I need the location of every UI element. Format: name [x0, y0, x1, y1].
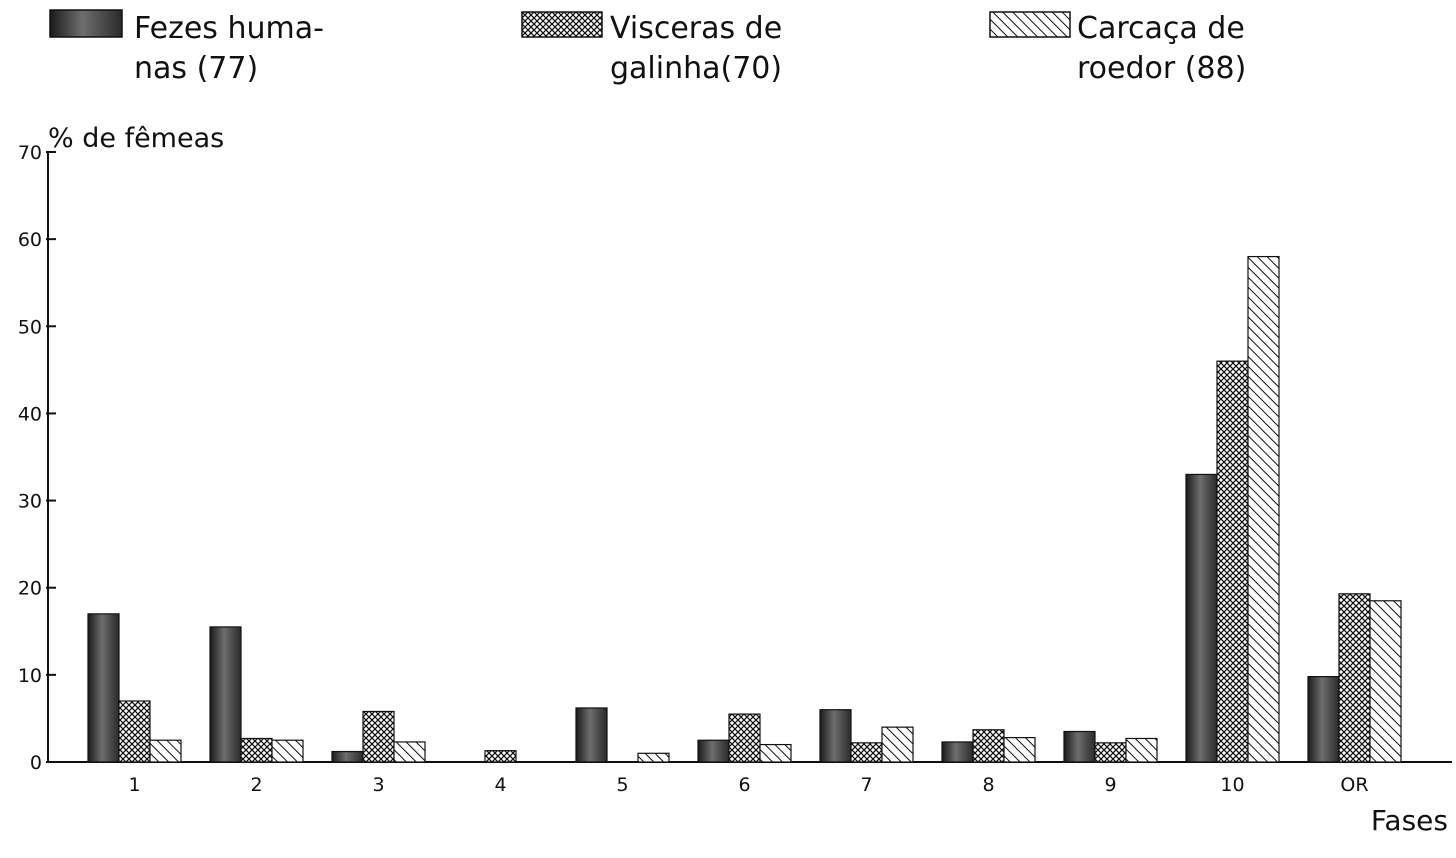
- bar-3-series-1: [362, 710, 395, 763]
- x-tick-label: 1: [128, 774, 140, 796]
- y-tick-label: 40: [18, 403, 42, 425]
- y-tick-label: 30: [18, 491, 42, 513]
- x-tick-label: 3: [372, 774, 384, 796]
- legend-swatch-series-2: [989, 11, 1071, 38]
- bar-5-series-0: [575, 707, 608, 763]
- legend-label-line-2: galinha(70): [610, 51, 782, 86]
- bar-2-series-1: [240, 737, 273, 763]
- y-tick-label: 10: [18, 665, 42, 687]
- bar-3-series-0: [331, 750, 364, 763]
- x-tick-label: 4: [494, 774, 506, 796]
- x-ticks: 1 2 3 4 5 6 7 8 9 10 OR: [128, 774, 1368, 796]
- legend: Fezes huma- nas (77) Visceras de galinha…: [49, 9, 1246, 86]
- bars: [87, 255, 1402, 763]
- bar-2-series-2: [271, 739, 304, 763]
- legend-label-line-2: roedor (88): [1077, 51, 1246, 86]
- y-axis-label: % de fêmeas: [48, 123, 224, 154]
- legend-swatch-series-0: [49, 9, 123, 38]
- bar-7-series-0: [819, 709, 852, 763]
- x-tick-label: 10: [1220, 774, 1244, 796]
- bar-8-series-2: [1003, 736, 1036, 763]
- legend-item-series-1: Visceras de galinha(70): [521, 11, 782, 86]
- bar-5-series-2: [637, 752, 670, 763]
- x-tick-label: 7: [860, 774, 872, 796]
- x-tick-label: 9: [1104, 774, 1116, 796]
- bar-OR-series-2: [1369, 600, 1402, 763]
- bar-OR-series-0: [1307, 675, 1340, 763]
- bar-1-series-0: [87, 613, 120, 763]
- bar-9-series-0: [1063, 730, 1096, 763]
- y-tick-label: 60: [18, 229, 42, 251]
- bar-6-series-1: [728, 713, 761, 763]
- x-tick-label: 2: [250, 774, 262, 796]
- bar-6-series-2: [759, 743, 792, 763]
- bar-7-series-2: [881, 726, 914, 763]
- bar-2-series-0: [209, 626, 242, 763]
- legend-label-line-1: Fezes huma-: [134, 11, 324, 46]
- bar-OR-series-1: [1338, 593, 1371, 763]
- bar-9-series-2: [1125, 737, 1158, 763]
- y-tick-label: 70: [18, 142, 42, 164]
- legend-label-line-1: Carcaça de: [1077, 11, 1245, 46]
- bar-8-series-0: [941, 741, 974, 763]
- legend-label-line-2: nas (77): [134, 51, 258, 86]
- x-tick-label: 6: [738, 774, 750, 796]
- bar-10-series-2: [1247, 255, 1280, 763]
- bar-8-series-1: [972, 729, 1005, 763]
- bar-9-series-1: [1094, 742, 1127, 763]
- bar-3-series-2: [393, 741, 426, 763]
- x-tick-label: 5: [616, 774, 628, 796]
- legend-swatch-series-1: [521, 11, 603, 38]
- bar-10-series-1: [1216, 360, 1249, 763]
- bar-4-series-1: [484, 750, 517, 763]
- y-ticks: 0 10 20 30 40 50 60 70: [18, 142, 56, 774]
- bar-1-series-1: [118, 700, 151, 763]
- legend-item-series-2: Carcaça de roedor (88): [989, 11, 1246, 86]
- x-tick-label: OR: [1340, 774, 1368, 796]
- bar-1-series-2: [149, 739, 182, 763]
- x-axis-label: Fases: [1371, 804, 1448, 837]
- legend-item-series-0: Fezes huma- nas (77): [49, 9, 324, 86]
- bar-10-series-0: [1185, 473, 1218, 763]
- bar-7-series-1: [850, 742, 883, 763]
- x-tick-label: 8: [982, 774, 994, 796]
- y-tick-label: 50: [18, 316, 42, 338]
- y-tick-label: 20: [18, 578, 42, 600]
- y-tick-label: 0: [30, 752, 42, 774]
- bar-6-series-0: [697, 739, 730, 763]
- legend-label-line-1: Visceras de: [610, 11, 782, 46]
